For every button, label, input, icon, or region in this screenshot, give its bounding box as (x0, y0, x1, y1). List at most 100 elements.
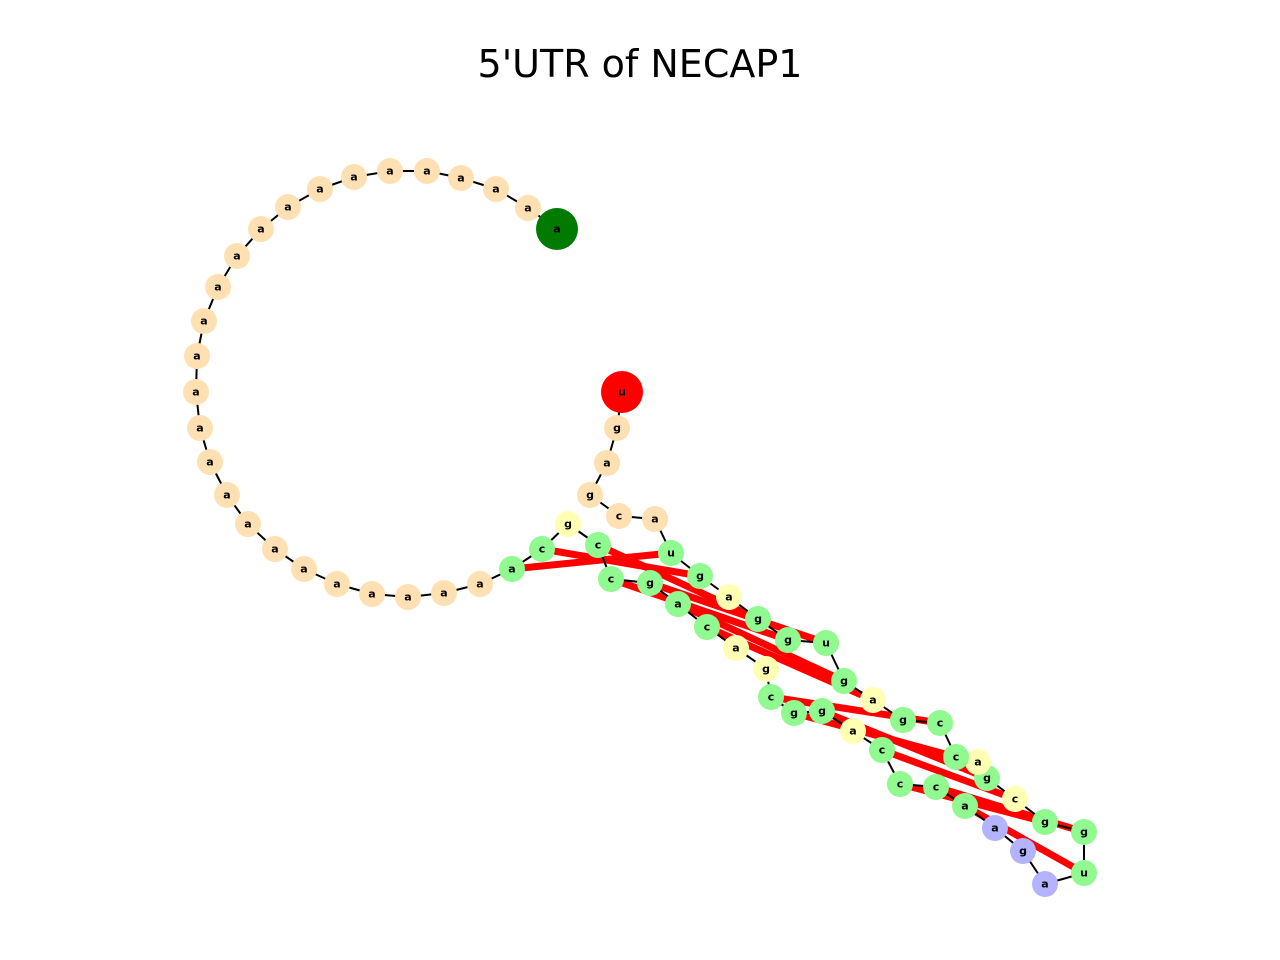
nucleotide-circle (1032, 809, 1058, 835)
nucleotide-node-bulge: c (1002, 786, 1028, 812)
nucleotide-node-stem: c (923, 774, 949, 800)
nucleotide-node-loop: a (224, 243, 250, 269)
nucleotide-node-loop: a (183, 379, 209, 405)
nucleotide-circle (775, 627, 801, 653)
nucleotide-node-loop: g (577, 482, 603, 508)
five-prime-end-node: a (536, 208, 578, 250)
nucleotide-node-hairpin: g (1010, 838, 1036, 864)
nucleotide-circle (577, 482, 603, 508)
nucleotide-node-hairpin: a (982, 815, 1008, 841)
nucleotide-label: g (790, 707, 798, 720)
nucleotide-circle (604, 415, 630, 441)
nucleotide-circle (860, 687, 886, 713)
nucleotide-circle (606, 503, 632, 529)
nucleotide-circle (214, 482, 240, 508)
nucleotide-circle (665, 591, 691, 617)
nucleotide-label: c (616, 510, 623, 523)
nucleotide-node-loop: a (395, 584, 421, 610)
nucleotide-circle (658, 540, 684, 566)
nucleotide-circle (248, 216, 274, 242)
nucleotide-label: a (492, 183, 499, 196)
nucleotide-circle (359, 581, 385, 607)
nucleotide-circle (694, 614, 720, 640)
nucleotide-node-loop: a (248, 216, 274, 242)
nucleotide-node-bulge: a (840, 718, 866, 744)
nucleotide-circle (205, 274, 231, 300)
nucleotide-node-loop: a (431, 580, 457, 606)
nucleotide-label: a (244, 518, 251, 531)
nucleotide-circle (1002, 786, 1028, 812)
nucleotide-node-loop: a (262, 536, 288, 562)
nucleotide-circle (191, 308, 217, 334)
nucleotide-label: a (961, 800, 968, 813)
nucleotide-node-stem: g (809, 698, 835, 724)
nucleotide-node-stem: a (499, 556, 525, 582)
nucleotide-label: a (849, 725, 856, 738)
nucleotide-circle (952, 793, 978, 819)
nucleotide-label: g (983, 772, 991, 785)
nucleotide-label: g (1019, 845, 1027, 858)
nucleotide-label: a (214, 281, 221, 294)
nucleotide-label: a (196, 422, 203, 435)
nucleotide-node-stem: a (665, 591, 691, 617)
nucleotide-circle (555, 511, 581, 537)
nucleotide-circle (467, 571, 493, 597)
nucleotide-label: a (257, 223, 264, 236)
nucleotide-node-loop: a (515, 195, 541, 221)
nucleotide-node-bulge: a (716, 584, 742, 610)
nucleotide-node-stem: c (927, 710, 953, 736)
nucleotide-circle (594, 450, 620, 476)
nucleotide-circle (536, 208, 578, 250)
nucleotide-circle (291, 556, 317, 582)
nucleotide-label: g (784, 634, 792, 647)
nucleotide-circle (887, 771, 913, 797)
nucleotide-label: g (696, 570, 704, 583)
nucleotide-node-stem: c (869, 737, 895, 763)
nucleotide-node-stem: c (694, 614, 720, 640)
nucleotide-label: g (1080, 826, 1088, 839)
nucleotide-label: a (869, 694, 876, 707)
nucleotide-circle (831, 668, 857, 694)
nucleotide-node-loop: a (341, 164, 367, 190)
nucleotide-node-loop: a (642, 506, 668, 532)
nucleotide-label: a (192, 386, 199, 399)
nucleotide-circle (753, 656, 779, 682)
nucleotide-label: u (1080, 867, 1088, 880)
nucleotide-node-hairpin: a (1032, 871, 1058, 897)
nucleotide-label: u (822, 637, 830, 650)
nucleotide-circle (965, 749, 991, 775)
nucleotide-label: g (1041, 816, 1049, 829)
nucleotide-node-loop: a (307, 176, 333, 202)
nucleotide-node-bulge: g (555, 511, 581, 537)
nucleotide-label: g (613, 422, 621, 435)
nucleotide-circle (414, 158, 440, 184)
nucleotide-node-stem: c (758, 684, 784, 710)
nucleotide-label: a (508, 563, 515, 576)
nucleotide-node-stem: a (952, 793, 978, 819)
nucleotide-label: c (595, 539, 602, 552)
nucleotide-node-loop: a (483, 176, 509, 202)
nucleotide-node-stem: g (781, 700, 807, 726)
nucleotide-circle (923, 774, 949, 800)
nucleotide-circle (341, 164, 367, 190)
nucleotide-circle (943, 744, 969, 770)
nucleotide-circle (1071, 860, 1097, 886)
nucleotide-circle (642, 506, 668, 532)
nucleotide-circle (1010, 838, 1036, 864)
nucleotide-circle (395, 584, 421, 610)
nucleotide-node-stem: c (887, 771, 913, 797)
nucleotide-circle (869, 737, 895, 763)
nucleotide-label: g (762, 663, 770, 676)
nucleotide-label: c (768, 691, 775, 704)
nucleotide-node-stem: c (598, 566, 624, 592)
nucleotide-label: c (539, 543, 546, 556)
nucleotide-node-bulge: g (753, 656, 779, 682)
nucleotide-node-loop: a (291, 556, 317, 582)
nucleotide-node-loop: a (448, 165, 474, 191)
nucleotide-label: a (651, 513, 658, 526)
nucleotide-label: a (271, 543, 278, 556)
nucleotide-node-stem: u (813, 630, 839, 656)
nucleotide-circle (448, 165, 474, 191)
nucleotide-label: c (953, 751, 960, 764)
